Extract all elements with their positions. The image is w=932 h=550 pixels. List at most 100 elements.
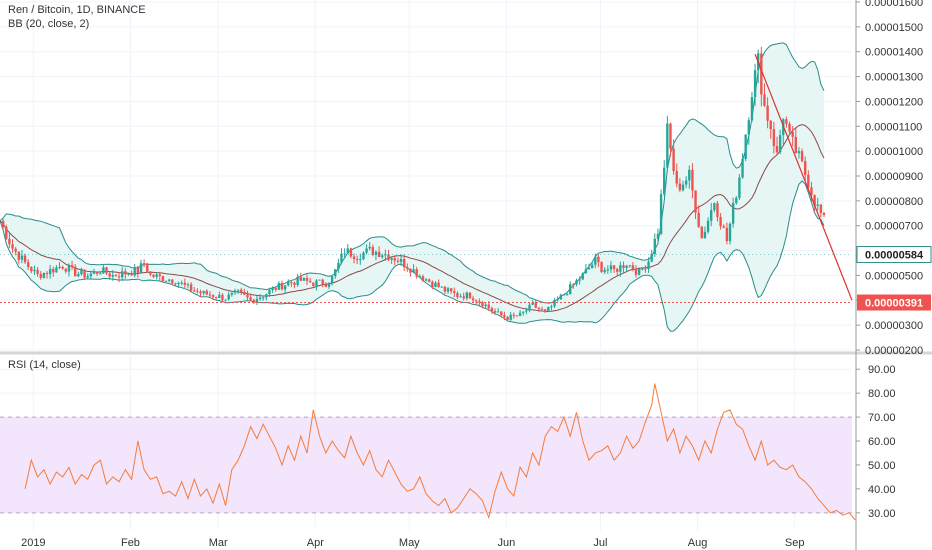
candle-body bbox=[167, 279, 171, 281]
candle-body bbox=[230, 292, 234, 295]
candle-body bbox=[637, 268, 641, 275]
candle-body bbox=[537, 307, 541, 310]
rsi-tick-label: 50.00 bbox=[868, 460, 896, 472]
candle-body bbox=[396, 260, 400, 262]
candle-body bbox=[490, 308, 494, 311]
candle-body bbox=[39, 274, 42, 278]
candle-body bbox=[14, 248, 17, 252]
candle-body bbox=[449, 288, 453, 292]
time-tick-label: 2019 bbox=[21, 537, 45, 549]
candle-body bbox=[534, 302, 537, 308]
candle-body bbox=[528, 304, 531, 311]
candle-body bbox=[553, 300, 556, 307]
candle-body bbox=[587, 267, 591, 270]
rsi-axis[interactable]: 30.00 40.00 50.00 60.00 70.00 80.00 90.00 bbox=[856, 364, 896, 520]
candle-body bbox=[337, 262, 340, 270]
candle-body bbox=[766, 105, 769, 121]
candle-body bbox=[653, 238, 657, 254]
candle-body bbox=[402, 258, 406, 268]
candle-body bbox=[459, 296, 462, 298]
candle-body bbox=[58, 266, 61, 268]
candle-body bbox=[381, 255, 384, 258]
candle-body bbox=[750, 97, 754, 121]
candle-body bbox=[681, 184, 685, 191]
candle-body bbox=[130, 273, 133, 276]
trendline[interactable] bbox=[754, 53, 853, 301]
candle-body bbox=[656, 233, 660, 239]
candle-body bbox=[302, 277, 306, 281]
candle-body bbox=[258, 297, 262, 300]
candle-body bbox=[324, 284, 328, 287]
candle-body bbox=[89, 273, 93, 277]
candle-body bbox=[95, 271, 99, 274]
candle-body bbox=[158, 274, 161, 276]
time-tick-label: Feb bbox=[121, 537, 140, 549]
candle-body bbox=[387, 254, 390, 260]
candle-body bbox=[61, 266, 64, 269]
candle-body bbox=[424, 279, 428, 281]
bb-legend[interactable]: BB (20, close, 2) bbox=[8, 18, 91, 30]
candle-body bbox=[794, 136, 798, 154]
candle-body bbox=[280, 283, 284, 290]
candle-body bbox=[465, 292, 469, 299]
candle-body bbox=[17, 251, 20, 260]
rsi-legend[interactable]: RSI (14, close) bbox=[8, 359, 83, 371]
candle-body bbox=[706, 220, 710, 232]
candle-body bbox=[644, 268, 647, 270]
candle-body bbox=[409, 268, 412, 273]
candle-body bbox=[193, 290, 196, 292]
candle-body bbox=[487, 304, 490, 309]
candle-body bbox=[462, 296, 465, 299]
time-axis[interactable]: 2019 Feb Mar Apr May Jun Jul Aug Sep bbox=[21, 537, 804, 549]
candle-body bbox=[52, 268, 55, 273]
candle-body bbox=[641, 268, 644, 270]
candle-body bbox=[813, 195, 816, 206]
candle-body bbox=[64, 268, 67, 272]
bollinger-fill bbox=[0, 42, 824, 332]
bb-title: BB (20, close, 2) bbox=[8, 18, 90, 30]
price-tick-label: 0.00001600 bbox=[865, 0, 923, 9]
candle-body bbox=[753, 70, 757, 98]
candle-body bbox=[139, 263, 143, 273]
candle-body bbox=[155, 274, 158, 277]
candle-body bbox=[581, 273, 584, 280]
candle-body bbox=[349, 248, 353, 257]
candle-body bbox=[788, 123, 791, 132]
candle-body bbox=[102, 267, 105, 274]
candle-body bbox=[688, 169, 691, 181]
candle-body bbox=[30, 266, 33, 272]
candle-body bbox=[11, 244, 14, 249]
candle-body bbox=[694, 190, 697, 213]
time-tick-label: Apr bbox=[307, 537, 324, 549]
candle-body bbox=[769, 120, 772, 130]
candle-body bbox=[431, 281, 434, 287]
candle-body bbox=[760, 53, 763, 95]
candle-body bbox=[296, 276, 299, 286]
candle-body bbox=[318, 279, 321, 281]
candle-body bbox=[663, 167, 666, 195]
upper-band-tag: 0.00000584 bbox=[865, 250, 924, 262]
candle-body bbox=[412, 269, 415, 273]
candle-body bbox=[390, 258, 393, 260]
candle-body bbox=[503, 315, 506, 317]
time-tick-label: Aug bbox=[688, 537, 708, 549]
candle-body bbox=[227, 294, 230, 300]
symbol-legend[interactable]: Ren / Bitcoin, 1D, BINANCE bbox=[8, 4, 148, 16]
candle-body bbox=[330, 276, 334, 284]
candle-body bbox=[747, 120, 751, 135]
candle-body bbox=[606, 269, 610, 271]
candle-body bbox=[240, 289, 243, 293]
candle-body bbox=[334, 269, 337, 277]
candle-body bbox=[8, 238, 11, 245]
candle-body bbox=[23, 255, 27, 263]
candle-body bbox=[174, 283, 177, 285]
candle-body bbox=[594, 256, 597, 265]
candle-body bbox=[287, 282, 290, 286]
candle-body bbox=[42, 272, 46, 278]
time-tick-label: May bbox=[399, 537, 420, 549]
candle-body bbox=[149, 271, 152, 275]
candle-body bbox=[274, 287, 277, 290]
price-tick-label: 0.00000300 bbox=[865, 320, 923, 332]
candle-body bbox=[208, 294, 212, 296]
